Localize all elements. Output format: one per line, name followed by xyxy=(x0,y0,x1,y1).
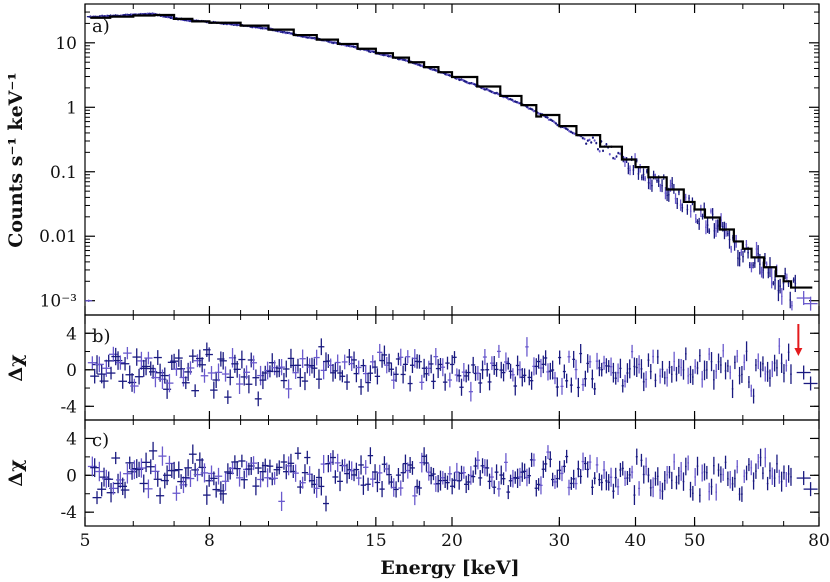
red-arrow-head xyxy=(794,348,803,356)
x-tick-label: 80 xyxy=(808,531,830,551)
model-line xyxy=(90,13,813,289)
x-axis-title: Energy [keV] xyxy=(380,557,519,579)
x-tick-label: 50 xyxy=(684,531,706,551)
x-tick-label: 20 xyxy=(441,531,463,551)
y-tick-label: 0 xyxy=(66,361,77,381)
y-tick-label: 0.1 xyxy=(50,163,77,183)
x-tick-label: 40 xyxy=(625,531,647,551)
y-tick-label: 10⁻³ xyxy=(40,292,77,312)
x-tick-label: 5 xyxy=(80,531,91,551)
x-tick-label: 15 xyxy=(365,531,387,551)
y-axis-title-counts: Counts s⁻¹ keV⁻¹ xyxy=(5,72,27,248)
panel-c-tag: c) xyxy=(92,430,109,451)
y-tick-label: -4 xyxy=(60,503,77,523)
y-tick-label: 10 xyxy=(55,34,77,54)
panel-a-frame xyxy=(84,3,820,316)
y-axis-title-residual-c: Δχ xyxy=(5,459,27,487)
x-tick-label: 30 xyxy=(549,531,571,551)
y-axis-title-residual-b: Δχ xyxy=(5,354,27,382)
x-tick-label: 8 xyxy=(204,531,215,551)
y-tick-label: 0.01 xyxy=(39,227,77,247)
panel-a-tag: a) xyxy=(92,16,110,37)
y-tick-label: 4 xyxy=(66,324,77,344)
y-tick-label: -4 xyxy=(60,397,77,417)
y-tick-label: 4 xyxy=(66,429,77,449)
panel-b-tag: b) xyxy=(92,326,111,347)
y-tick-label: 1 xyxy=(66,98,77,118)
y-tick-label: 0 xyxy=(66,466,77,486)
